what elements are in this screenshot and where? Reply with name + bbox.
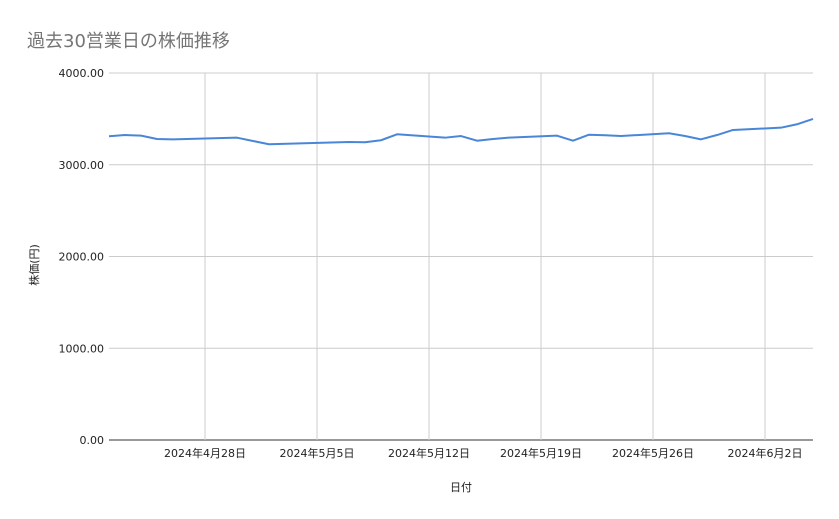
x-tick-label: 2024年5月12日 [388,446,470,460]
chart-title: 過去30営業日の株価推移 [27,31,230,52]
x-axis-label: 日付 [450,481,472,494]
x-tick-label: 2024年5月5日 [280,446,355,460]
x-tick-label: 2024年6月2日 [728,446,803,460]
x-tick-label: 2024年4月28日 [164,446,246,460]
series-line [108,118,814,146]
y-tick-label: 2000.00 [59,251,105,264]
y-tick-label: 4000.00 [59,67,105,80]
y-tick-label: 0.00 [80,434,105,447]
x-tick-label: 2024年5月19日 [500,446,582,460]
y-tick-label: 3000.00 [59,159,105,172]
x-tick-label: 2024年5月26日 [612,446,694,460]
y-tick-label: 1000.00 [59,342,105,355]
y-axis-label: 株価(円) [27,244,41,286]
